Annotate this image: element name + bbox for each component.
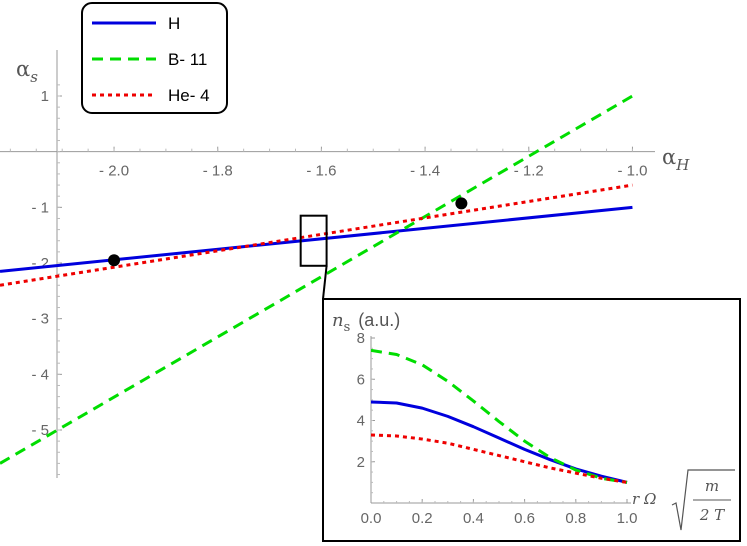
- legend-label: He- 4: [168, 86, 210, 105]
- main-x-axis-label: αH: [662, 145, 690, 174]
- main-x-tick-label: - 1.0: [617, 163, 647, 180]
- main-y-axis-label: αs: [16, 57, 38, 86]
- main-series-he-4: [0, 183, 633, 287]
- inset-y-tick-label: 6: [357, 371, 365, 388]
- inset-y-tick-label: 4: [357, 413, 365, 430]
- inset-x-tick-label: 0.4: [463, 510, 484, 527]
- main-y-tick-label: - 2: [31, 255, 49, 272]
- inset-series-b-11: [371, 348, 628, 484]
- legend: H B- 11 He- 4: [81, 2, 228, 114]
- inset-x-tick-label: 0.0: [361, 510, 382, 527]
- inset-series: [371, 348, 628, 484]
- main-plot: - 2.0 - 1.8 - 1.6 - 1.4 - 1.2 - 1.0 1 - 1 - 2 - 3…: [0, 50, 690, 478]
- main-y-tick-label: 1: [41, 88, 49, 105]
- legend-label: B- 11: [168, 50, 207, 69]
- inset-x-tick-label: 0.6: [514, 510, 535, 527]
- main-series-b-11: [0, 94, 634, 465]
- inset-series-he-4: [371, 433, 628, 484]
- inset-y-tick-label: 2: [357, 454, 365, 471]
- main-x-tick-label: - 1.8: [203, 163, 233, 180]
- inset-x-tick-label: 0.8: [565, 510, 586, 527]
- inset-plot: 0.0 0.2 0.4 0.6 0.8 1.0 2 4 6 8 ns (a.u.) r Ω m 2 T: [322, 298, 741, 542]
- intersection-point: [455, 197, 468, 210]
- svg-text:2 T: 2 T: [699, 506, 725, 524]
- main-y-tick-label: - 1: [31, 199, 49, 216]
- inset-y-axis-label: ns (a.u.): [332, 310, 400, 335]
- svg-text:r Ω: r Ω: [632, 490, 656, 508]
- inset-y-tick-label: 8: [357, 330, 365, 347]
- main-points: [108, 197, 468, 267]
- main-series: [0, 94, 634, 465]
- inset-series-h: [371, 400, 628, 484]
- main-x-tick-label: - 1.6: [306, 163, 336, 180]
- intersection-point: [108, 254, 121, 267]
- main-series-h: [0, 205, 633, 273]
- legend-label: H: [168, 14, 180, 33]
- inset-axes: 0.0 0.2 0.4 0.6 0.8 1.0 2 4 6 8: [357, 330, 638, 527]
- main-axes: - 2.0 - 1.8 - 1.6 - 1.4 - 1.2 - 1.0 1 - 1 - 2 - 3…: [0, 50, 655, 478]
- main-x-tick-label: - 1.4: [410, 163, 440, 180]
- zoom-box: [299, 214, 328, 267]
- inset-x-tick-label: 1.0: [617, 510, 638, 527]
- inset-x-axis-label: r Ω m 2 T: [632, 469, 735, 531]
- main-x-tick-label: - 1.2: [514, 163, 544, 180]
- main-y-tick-label: - 5: [31, 422, 49, 439]
- svg-text:ns(a.u.): ns (a.u.): [332, 310, 400, 335]
- main-x-tick-label: - 2.0: [99, 163, 129, 180]
- main-y-tick-label: - 4: [31, 366, 49, 383]
- svg-text:m: m: [705, 477, 719, 495]
- inset-frame: [322, 298, 741, 542]
- inset-x-tick-label: 0.2: [412, 510, 433, 527]
- zoom-connector: [322, 265, 328, 300]
- main-y-tick-label: - 3: [31, 311, 49, 328]
